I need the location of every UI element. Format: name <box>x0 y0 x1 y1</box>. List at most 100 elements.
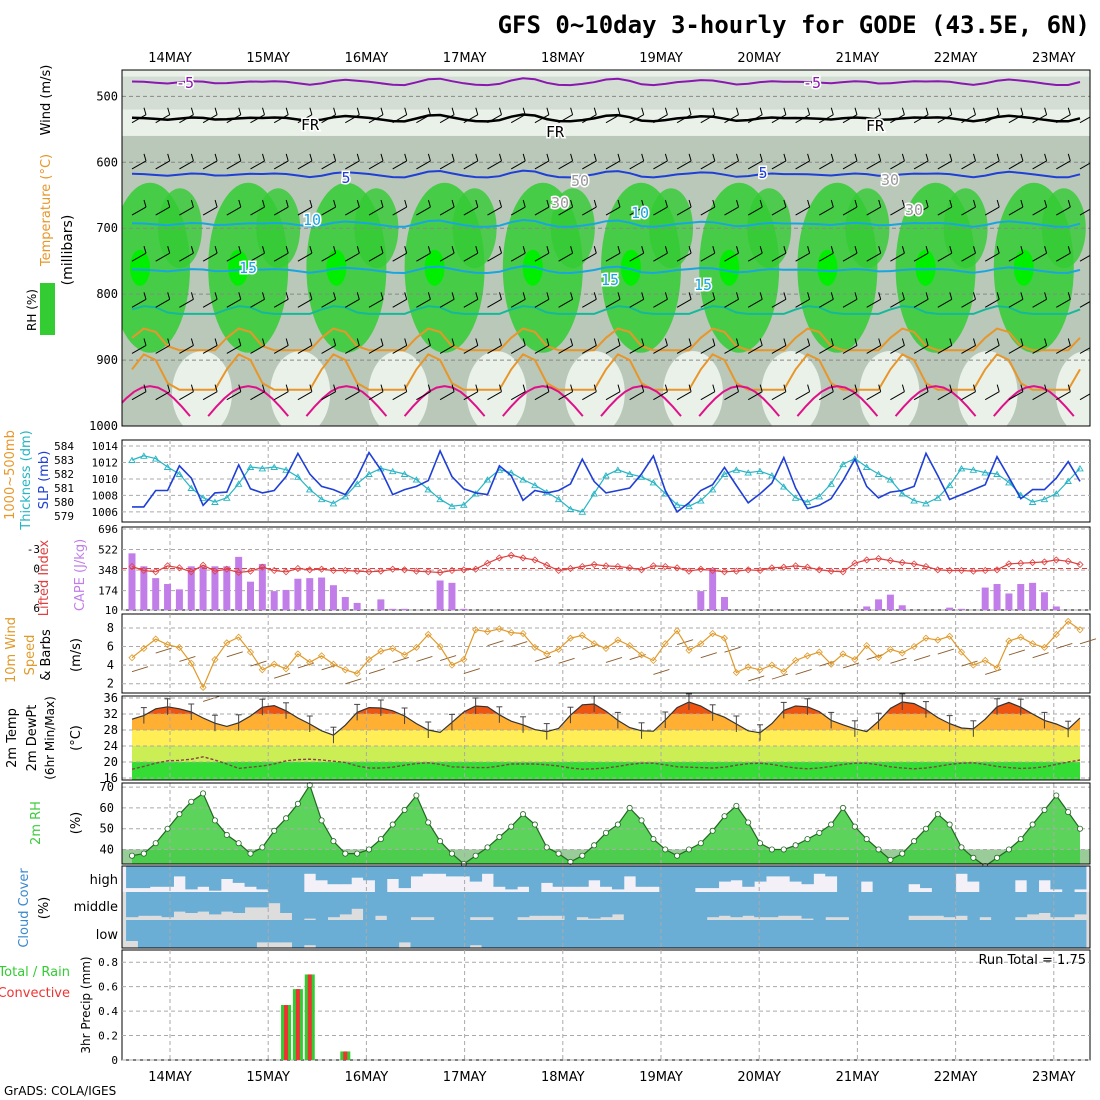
wind-barb-flag-185 <box>285 384 289 392</box>
rh2m-marker-1292 <box>804 836 811 843</box>
wind-barb-flag-255 <box>404 384 408 392</box>
wind-barb-90 <box>131 160 147 170</box>
thickness-marker-741 <box>531 481 539 489</box>
wind-barb-flag-301 <box>499 153 502 162</box>
li-marker-883 <box>365 568 373 576</box>
wind-barb-334 <box>534 298 550 308</box>
slp-line-788 <box>132 448 1081 514</box>
wind-barb-130 <box>202 114 218 124</box>
cloud-cell-1563 <box>1014 920 1028 948</box>
wind10-speed-label-1098: Speed <box>23 635 38 676</box>
wind-barb-flag-355 <box>593 107 597 115</box>
wind-barb-flag-447 <box>736 292 739 300</box>
wind-barb-flag-219 <box>356 199 360 208</box>
wind-barb-flag-335 <box>546 292 550 300</box>
wind10-barb-1004 <box>937 648 954 655</box>
wind-barb-604 <box>984 391 1000 401</box>
thickness-marker-730 <box>400 470 409 477</box>
cape-bar-839 <box>377 599 385 610</box>
rh-dry-blob-27 <box>172 351 232 426</box>
isotherm-line-75 <box>131 305 1081 315</box>
dewpt-title-1215: 2m DewPt <box>25 705 40 772</box>
wind10-marker-1030 <box>341 666 349 674</box>
cape-bar-836 <box>329 585 337 610</box>
rh-dry-blob-63 <box>1055 351 1090 426</box>
wind-barb-flag-423 <box>688 384 692 392</box>
temp-band-1104 <box>132 762 1080 780</box>
li-marker-921 <box>815 566 823 574</box>
cloud-cell-1506 <box>339 920 352 948</box>
wind10-barb-984 <box>463 668 480 674</box>
cloud-cell-1553 <box>896 920 909 948</box>
wind-barb-flag-247 <box>404 199 408 208</box>
wind-barb-flag-197 <box>309 338 313 346</box>
li-marker-925 <box>863 556 871 564</box>
wind-barb-370 <box>605 160 621 170</box>
wind-barb-flag-471 <box>783 199 787 208</box>
wind-barb-238 <box>368 345 384 354</box>
wind10-barb-986 <box>511 641 528 648</box>
cape-bar-819 <box>128 553 136 610</box>
wind-barb-462 <box>747 345 763 354</box>
rh2m-marker-1256 <box>377 836 384 843</box>
wind-barb-522 <box>866 114 881 124</box>
wind10-marker-1039 <box>448 661 456 669</box>
wind10-marker-1063 <box>732 668 740 677</box>
cloud-cell-1512 <box>410 920 423 948</box>
wind10-marker-1019 <box>211 655 219 664</box>
wind-barb-flag-249 <box>404 246 408 254</box>
thickness-marker-745 <box>578 508 587 515</box>
wind-barb-flag-223 <box>356 292 360 300</box>
wind-barb-flag-183 <box>285 338 289 346</box>
cloud-cell-1515 <box>446 920 459 948</box>
cloud-cell-1432 <box>434 892 447 920</box>
wind-barb-418 <box>676 298 692 308</box>
cape-bar-826 <box>211 566 219 610</box>
wind-barb-446 <box>724 298 739 308</box>
cloud-cell-1420 <box>291 892 305 920</box>
thickness-marker-707 <box>128 456 136 463</box>
wind-barb-538 <box>890 160 905 170</box>
wind-barb-flag-431 <box>712 246 716 254</box>
wind-barb-222 <box>345 298 360 308</box>
wind10-marker-1034 <box>389 644 397 652</box>
wind-barb-flag-515 <box>854 246 858 254</box>
cloud-cell-1476 <box>955 892 968 916</box>
cloud-cell-1497 <box>232 920 246 948</box>
wind-barb-flag-511 <box>854 153 858 162</box>
rh2m-marker-1259 <box>413 792 420 799</box>
wind-barb-582 <box>961 206 976 216</box>
thickness-marker-778 <box>969 466 978 473</box>
wind-barb-flag-457 <box>759 199 763 208</box>
wind-barb-642 <box>1056 298 1071 308</box>
wind-barb-flag-389 <box>641 246 645 254</box>
rh-swatch-687 <box>40 283 55 335</box>
cloud-cell-1562 <box>1002 920 1016 948</box>
wind-barb-flag-155 <box>238 338 242 346</box>
li-marker-893 <box>483 559 492 567</box>
wind10-marker-1082 <box>957 648 966 656</box>
wind-barb-186 <box>297 114 313 124</box>
wind-barb-394 <box>629 391 644 401</box>
temp-frame-1207 <box>121 695 1091 781</box>
cloud-cell-1340 <box>315 866 329 881</box>
wind-barb-flag-573 <box>949 292 953 300</box>
wind-barb-flag-313 <box>522 107 526 115</box>
li-marker-929 <box>910 560 918 568</box>
li-marker-912 <box>709 566 717 575</box>
li-tick-944: -3 <box>27 543 40 556</box>
date-label-bottom-13: 20MAY <box>737 1070 781 1085</box>
wind-barb-flag-365 <box>593 338 597 346</box>
rh-bright-blob-54 <box>817 249 838 286</box>
cloud-cell-1369 <box>659 866 672 892</box>
wind-barb-flag-425 <box>712 107 716 115</box>
cloud-cell-1467 <box>848 892 862 920</box>
wind-barb-flag-479 <box>783 384 787 392</box>
rh-bright-blob-62 <box>1013 249 1034 286</box>
wind-barb-flag-121 <box>190 199 194 208</box>
wind-barb-flag-171 <box>262 384 265 392</box>
wind-barb-156 <box>226 391 242 401</box>
cape-bar-822 <box>164 584 172 610</box>
wind-barb-flag-591 <box>973 384 976 392</box>
wind-barb-168 <box>250 345 265 354</box>
